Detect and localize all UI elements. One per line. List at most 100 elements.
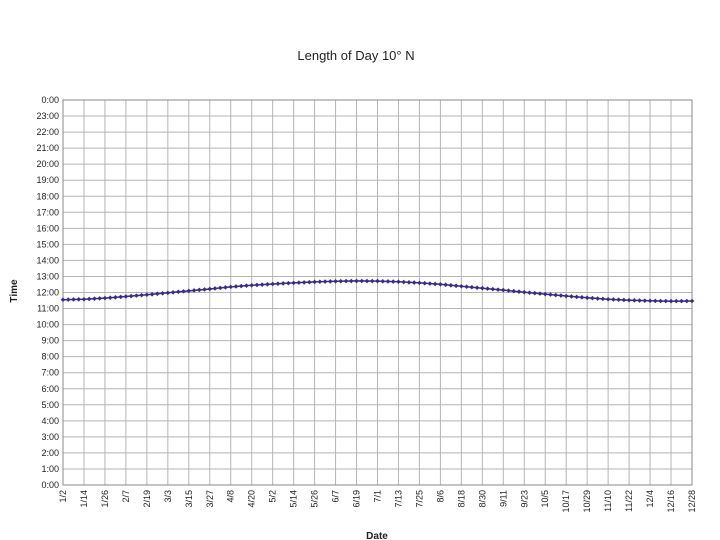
data-point [396, 279, 401, 285]
data-point-marker [160, 291, 165, 296]
plot-area [62, 99, 693, 486]
data-point-marker [569, 294, 574, 299]
data-point-marker [385, 279, 391, 284]
data-point-marker [380, 278, 386, 284]
data-point-marker [448, 282, 454, 288]
data-point-marker [663, 298, 669, 304]
data-point-marker [359, 278, 365, 284]
data-point [249, 282, 254, 288]
data-point-marker [495, 287, 501, 292]
data-point-marker [238, 283, 244, 289]
data-point-marker [343, 278, 349, 284]
data-point-marker [364, 278, 370, 284]
data-point-marker [390, 279, 396, 284]
data-point-marker [684, 298, 690, 304]
data-point-marker [516, 289, 522, 294]
y-tick-label: 22:00 [36, 127, 59, 137]
data-point-marker [422, 280, 427, 286]
y-tick-label: 13:00 [36, 271, 59, 281]
data-point-marker [170, 290, 176, 295]
data-point-marker [532, 290, 538, 296]
data-point-marker [259, 282, 265, 287]
data-point-marker [537, 291, 543, 296]
data-point-marker [527, 290, 532, 295]
data-point [668, 298, 674, 304]
data-point [123, 294, 129, 299]
data-point-marker [118, 294, 123, 300]
y-tick-label: 11:00 [37, 304, 59, 314]
data-point [584, 295, 590, 301]
data-point-marker [107, 295, 113, 301]
data-point-marker [191, 288, 197, 293]
data-point-marker [286, 280, 291, 286]
x-tick-label: 9/11 [498, 490, 508, 507]
data-point-marker [679, 298, 684, 304]
x-tick-label: 6/19 [352, 490, 362, 508]
data-point-marker [328, 279, 333, 284]
x-tick-label: 1/14 [79, 490, 89, 508]
data-point-marker [611, 297, 616, 302]
x-axis-label: Date [366, 531, 388, 540]
data-point [270, 281, 275, 287]
x-tick-label: 1/2 [58, 490, 68, 503]
chart-title: Length of Day 10° N [297, 48, 414, 63]
y-tick-label: 5:00 [41, 400, 59, 410]
y-tick-label: 18:00 [36, 191, 59, 201]
data-point [144, 292, 150, 298]
x-tick-label: 11/22 [624, 490, 634, 512]
data-point-marker [338, 278, 344, 284]
data-point [375, 278, 380, 284]
data-point-marker [506, 288, 511, 293]
data-point [521, 289, 527, 295]
data-point [102, 295, 108, 301]
data-point-marker [307, 279, 312, 285]
data-point-marker [139, 292, 144, 298]
data-point [438, 282, 443, 287]
data-point-marker [621, 297, 627, 303]
data-point-marker [71, 297, 76, 302]
y-tick-label: 23:00 [36, 111, 59, 121]
data-point-marker [202, 287, 207, 292]
x-tick-label: 12/4 [645, 490, 655, 508]
data-point-marker [579, 295, 585, 300]
data-point [354, 278, 359, 284]
data-point [186, 288, 192, 294]
y-tick-label: 20:00 [36, 159, 59, 169]
x-tick-label: 5/2 [268, 490, 278, 503]
data-point-marker [322, 279, 328, 284]
data-point-marker [134, 293, 139, 298]
data-point-marker [653, 298, 658, 304]
y-tick-label: 6:00 [41, 384, 59, 394]
data-point [605, 296, 611, 302]
x-tick-label: 5/14 [289, 490, 299, 508]
data-point-marker [411, 280, 417, 285]
data-point [165, 290, 171, 296]
data-point-marker [217, 285, 223, 291]
x-tick-label: 9/23 [519, 490, 529, 508]
x-tick-label: 10/17 [561, 490, 571, 513]
data-point-marker [97, 296, 102, 301]
data-point-marker [590, 295, 595, 301]
data-point-marker [658, 298, 663, 304]
data-point [207, 286, 213, 292]
data-point-marker [490, 286, 496, 292]
data-point-marker [212, 286, 218, 291]
y-tick-label: 0:00 [41, 95, 59, 105]
y-tick-label: 4:00 [41, 416, 59, 426]
y-tick-label: 12:00 [36, 288, 59, 298]
x-tick-label: 3/15 [184, 490, 194, 508]
data-point-marker [616, 297, 621, 303]
data-point-marker [317, 279, 323, 285]
x-tick-label: 10/29 [582, 490, 592, 513]
data-point-marker [673, 298, 679, 304]
data-point-marker [464, 284, 469, 290]
data-point-marker [469, 284, 475, 290]
y-tick-label: 16:00 [36, 223, 59, 233]
y-tick-label: 2:00 [41, 448, 59, 458]
y-tick-label: 14:00 [36, 255, 59, 265]
data-point [626, 297, 632, 303]
data-point-marker [65, 297, 71, 302]
data-point-marker [401, 279, 407, 285]
x-tick-label: 8/18 [456, 490, 466, 508]
data-point-marker [485, 286, 490, 291]
